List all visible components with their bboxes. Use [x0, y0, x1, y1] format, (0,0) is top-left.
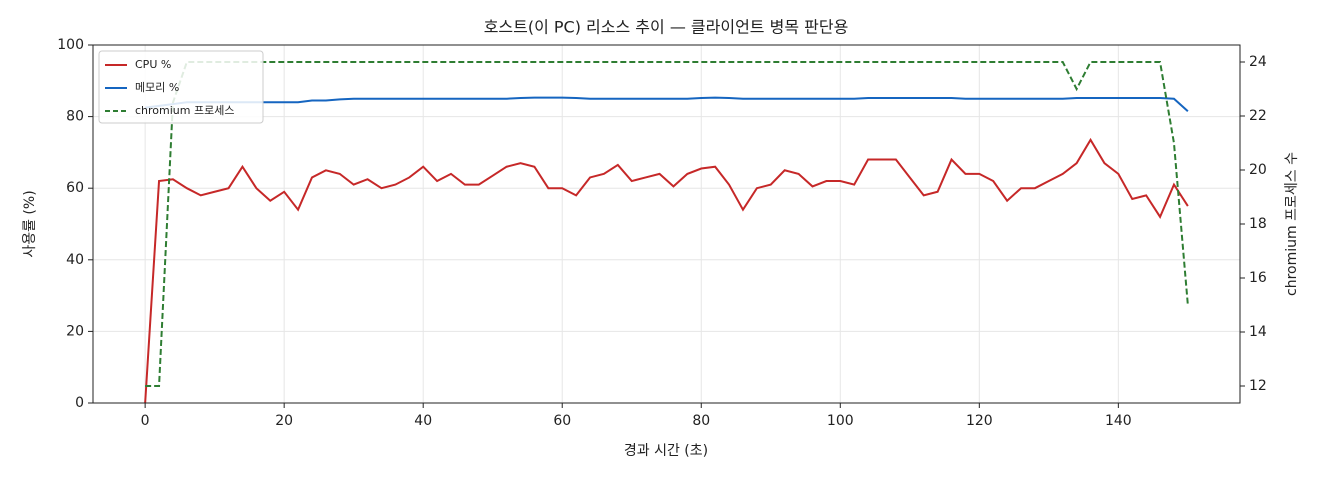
y2-tick-label: 14	[1249, 324, 1267, 340]
legend-box	[98, 50, 264, 124]
x-tick-label: 100	[827, 413, 854, 429]
chart-title: 호스트(이 PC) 리소스 추이 — 클라이언트 병목 판단용	[484, 18, 849, 37]
y-tick-label: 20	[66, 323, 84, 339]
x-tick-label: 80	[692, 413, 710, 429]
y2-tick-label: 18	[1249, 216, 1267, 232]
x-axis-label: 경과 시간 (초)	[624, 443, 708, 459]
y2-tick-label: 16	[1249, 270, 1267, 286]
x-tick-label: 120	[966, 413, 993, 429]
x-tick-label: 140	[1105, 413, 1132, 429]
x-tick-label: 0	[141, 413, 150, 429]
y-axis-label: 사용률 (%)	[22, 190, 38, 257]
series-line	[144, 137, 1189, 404]
y2-axis-label: chromium 프로세스 수	[1284, 152, 1300, 296]
legend-label: CPU %	[135, 58, 171, 71]
legend-label: 메모리 %	[135, 81, 179, 94]
y-tick-label: 60	[66, 180, 84, 196]
x-tick-label: 60	[553, 413, 571, 429]
x-tick-label: 40	[414, 413, 432, 429]
x-tick-label: 20	[275, 413, 293, 429]
plot-frame	[92, 44, 1241, 404]
y2-tick-label: 12	[1249, 378, 1267, 394]
y-tick-label: 0	[75, 395, 84, 411]
y-tick-label: 80	[66, 109, 84, 125]
y2-tick-label: 20	[1249, 162, 1267, 178]
series-line	[145, 61, 1189, 387]
series-line	[145, 96, 1189, 112]
legend-label: chromium 프로세스	[135, 104, 234, 117]
y-tick-label: 100	[57, 37, 84, 53]
y2-tick-label: 22	[1249, 108, 1267, 124]
y-tick-label: 40	[66, 252, 84, 268]
y2-tick-label: 24	[1249, 54, 1267, 70]
legend: CPU % 메모리 % chromium 프로세스	[98, 50, 264, 124]
